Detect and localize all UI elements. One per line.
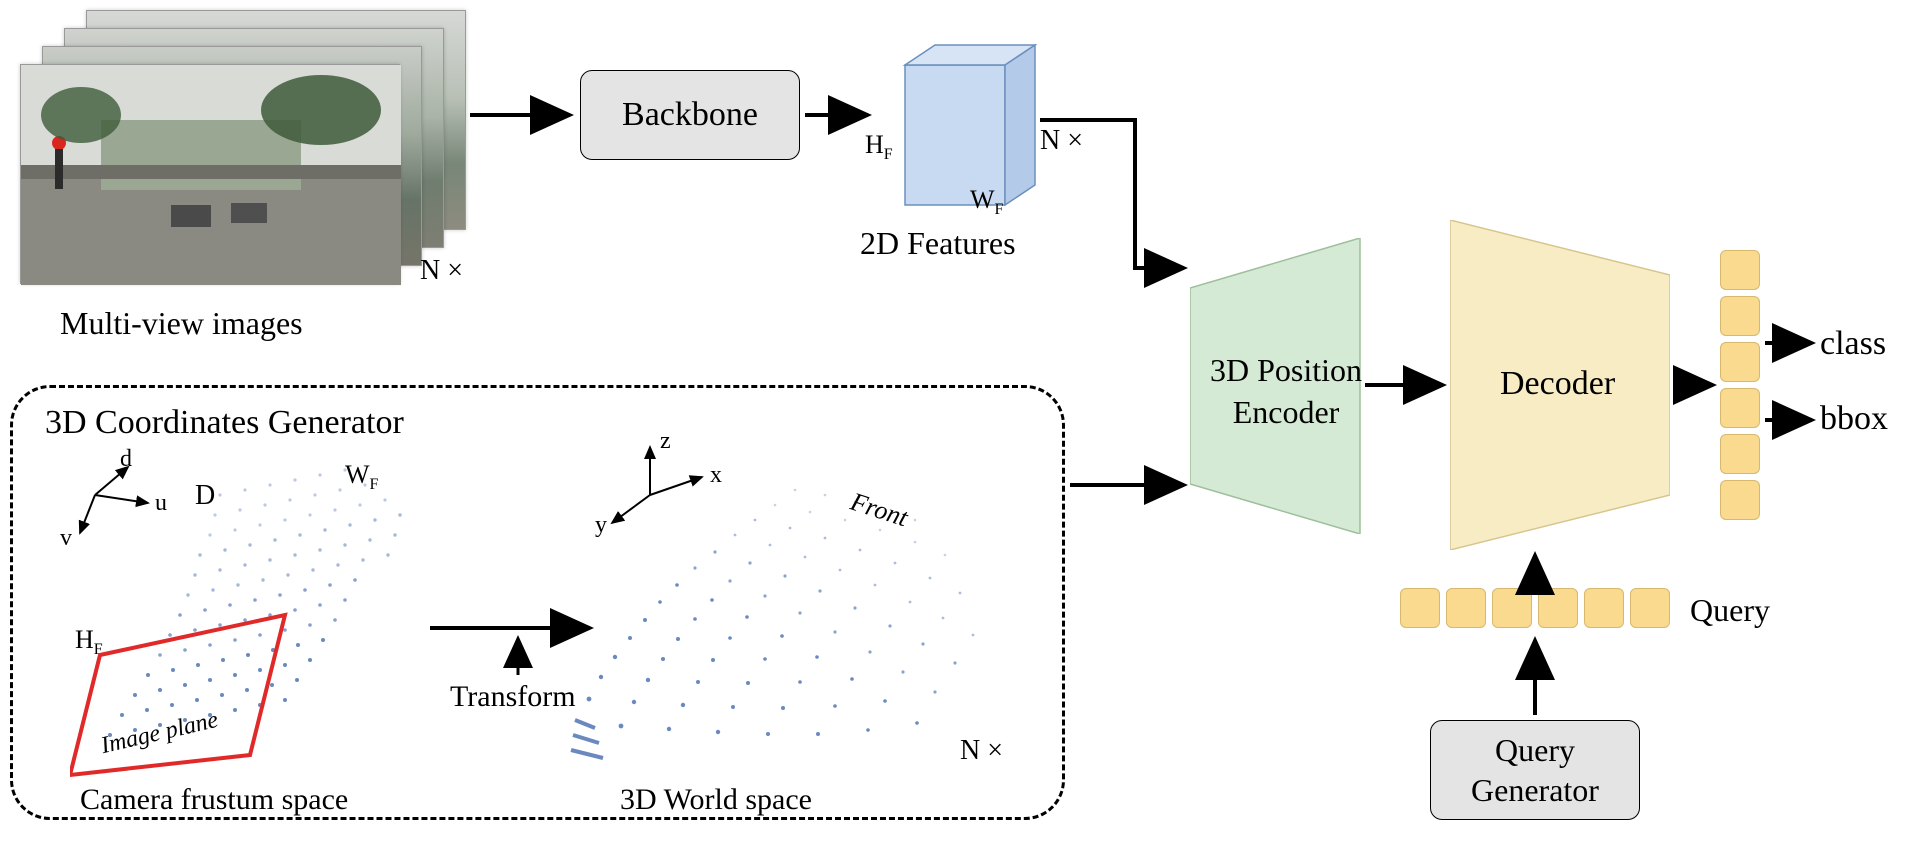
panel-title: 3D Coordinates Generator bbox=[45, 404, 404, 442]
nx-label-2: N × bbox=[1040, 125, 1083, 157]
nx-label-1: N × bbox=[420, 255, 463, 287]
querygen-label-1: Query bbox=[1495, 730, 1575, 770]
encoder-label: 3D PositionEncoder bbox=[1210, 350, 1362, 433]
querygen-label-2: Generator bbox=[1471, 770, 1599, 810]
hf-label-features: HF bbox=[865, 130, 893, 164]
query-generator-block: Query Generator bbox=[1430, 720, 1640, 820]
class-label: class bbox=[1820, 325, 1886, 363]
multiview-label: Multi-view images bbox=[60, 305, 303, 342]
wf-label-features: WF bbox=[970, 185, 1003, 219]
transform-label: Transform bbox=[450, 680, 576, 714]
wf2-label: WF bbox=[345, 460, 378, 494]
decoder-label: Decoder bbox=[1500, 365, 1615, 403]
world-points bbox=[565, 460, 1045, 780]
features2d-label: 2D Features bbox=[860, 225, 1016, 262]
query-label: Query bbox=[1690, 592, 1770, 629]
axis-z-label: z bbox=[660, 428, 671, 455]
hf2-label: HF bbox=[75, 625, 103, 659]
camera-space-label: Camera frustum space bbox=[80, 783, 348, 817]
D-label: D bbox=[195, 480, 215, 512]
backbone-label: Backbone bbox=[622, 96, 758, 134]
backbone-block: Backbone bbox=[580, 70, 800, 160]
street-scene-icon bbox=[21, 65, 401, 285]
bbox-label: bbox bbox=[1820, 400, 1888, 438]
world-space-label: 3D World space bbox=[620, 783, 812, 817]
nx-label-3: N × bbox=[960, 735, 1003, 767]
features-cuboid bbox=[875, 35, 1045, 225]
